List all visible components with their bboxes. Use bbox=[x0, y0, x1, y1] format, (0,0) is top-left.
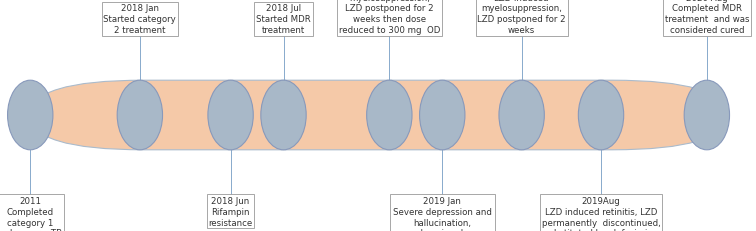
Ellipse shape bbox=[499, 81, 544, 150]
Text: 2018 Dec
LZD induced
myelosuppression,
LZD postponed for 2
weeks then dose
reduc: 2018 Dec LZD induced myelosuppression, L… bbox=[339, 0, 440, 35]
Ellipse shape bbox=[117, 81, 163, 150]
Ellipse shape bbox=[578, 81, 624, 150]
Ellipse shape bbox=[367, 81, 412, 150]
Text: 2019Aug
LZD induced retinitis, LZD
permanently  discontinued,
substituted by clo: 2019Aug LZD induced retinitis, LZD perma… bbox=[541, 196, 661, 231]
Ellipse shape bbox=[261, 81, 306, 150]
FancyBboxPatch shape bbox=[30, 81, 726, 150]
Text: 2018 Jun
Rifampin
resistance: 2018 Jun Rifampin resistance bbox=[209, 196, 253, 227]
Ellipse shape bbox=[420, 81, 465, 150]
Ellipse shape bbox=[208, 81, 253, 150]
Text: 2011
Completed
category 1
pulmonary  TB
treatment: 2011 Completed category 1 pulmonary TB t… bbox=[0, 196, 62, 231]
Ellipse shape bbox=[8, 81, 53, 150]
Text: 2020 Aug
Completed MDR
treatment  and was
considered cured: 2020 Aug Completed MDR treatment and was… bbox=[665, 0, 749, 35]
Text: 2018 Jan
Started category
2 treatment: 2018 Jan Started category 2 treatment bbox=[104, 4, 176, 35]
Text: 2019 April
LZD induced
myelosuppression,
LZD postponed for 2
weeks: 2019 April LZD induced myelosuppression,… bbox=[477, 0, 566, 35]
Text: 2018 Jul
Started MDR
treatment: 2018 Jul Started MDR treatment bbox=[256, 4, 311, 35]
Text: 2019 Jan
Severe depression and
hallucination,
cycloserine dose
reduced to 500 mg: 2019 Jan Severe depression and hallucina… bbox=[392, 196, 493, 231]
Ellipse shape bbox=[684, 81, 730, 150]
